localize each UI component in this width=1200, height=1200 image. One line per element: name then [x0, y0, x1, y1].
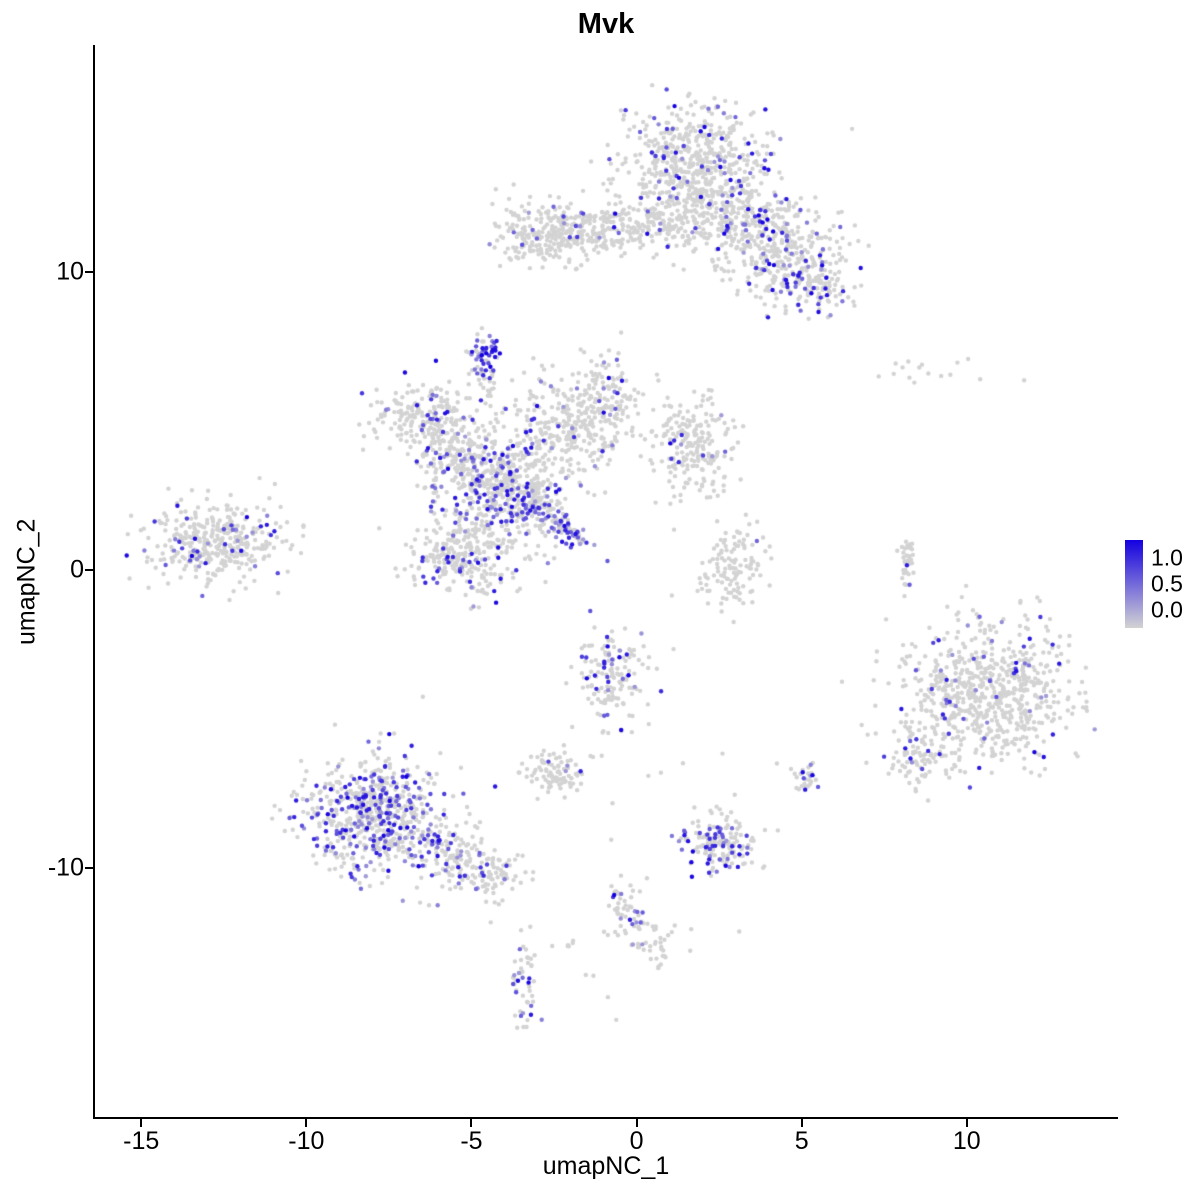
colorbar-legend: 1.0 0.5 0.0 [1125, 540, 1200, 632]
colorbar-tick-label: 0.0 [1151, 596, 1183, 623]
x-tick-label: -15 [123, 1127, 160, 1155]
x-tick-mark [305, 1119, 308, 1127]
x-tick-mark [140, 1119, 143, 1127]
y-tick-mark [85, 271, 93, 274]
chart-title: Mvk [577, 8, 635, 40]
x-tick-mark [470, 1119, 473, 1127]
x-tick-label: -10 [288, 1127, 325, 1155]
umap-points-canvas [95, 47, 1117, 1117]
y-tick-mark [85, 867, 93, 870]
x-tick-mark [635, 1119, 638, 1127]
x-tick-mark [965, 1119, 968, 1127]
colorbar-tick-label: 1.0 [1151, 544, 1183, 571]
y-tick-label: 10 [56, 257, 84, 286]
y-tick-label: -10 [47, 853, 84, 882]
x-axis-label: umapNC_1 [542, 1152, 670, 1180]
x-tick-mark [800, 1119, 803, 1127]
x-tick-label: 5 [794, 1127, 809, 1155]
colorbar-gradient [1125, 540, 1143, 628]
x-axis-line [93, 1117, 1118, 1119]
y-axis-line [93, 45, 95, 1119]
x-tick-label: 10 [952, 1127, 981, 1155]
y-tick-label: 0 [70, 555, 84, 584]
x-tick-label: 0 [629, 1127, 644, 1155]
x-tick-label: -5 [460, 1127, 483, 1155]
colorbar-tick-label: 0.5 [1151, 570, 1183, 597]
y-tick-mark [85, 569, 93, 572]
